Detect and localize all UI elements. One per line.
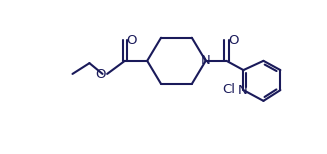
Text: O: O: [228, 34, 239, 47]
Text: Cl: Cl: [222, 83, 235, 96]
Text: N: N: [201, 54, 211, 67]
Text: O: O: [127, 34, 137, 47]
Text: O: O: [96, 68, 106, 81]
Text: N: N: [238, 84, 248, 97]
